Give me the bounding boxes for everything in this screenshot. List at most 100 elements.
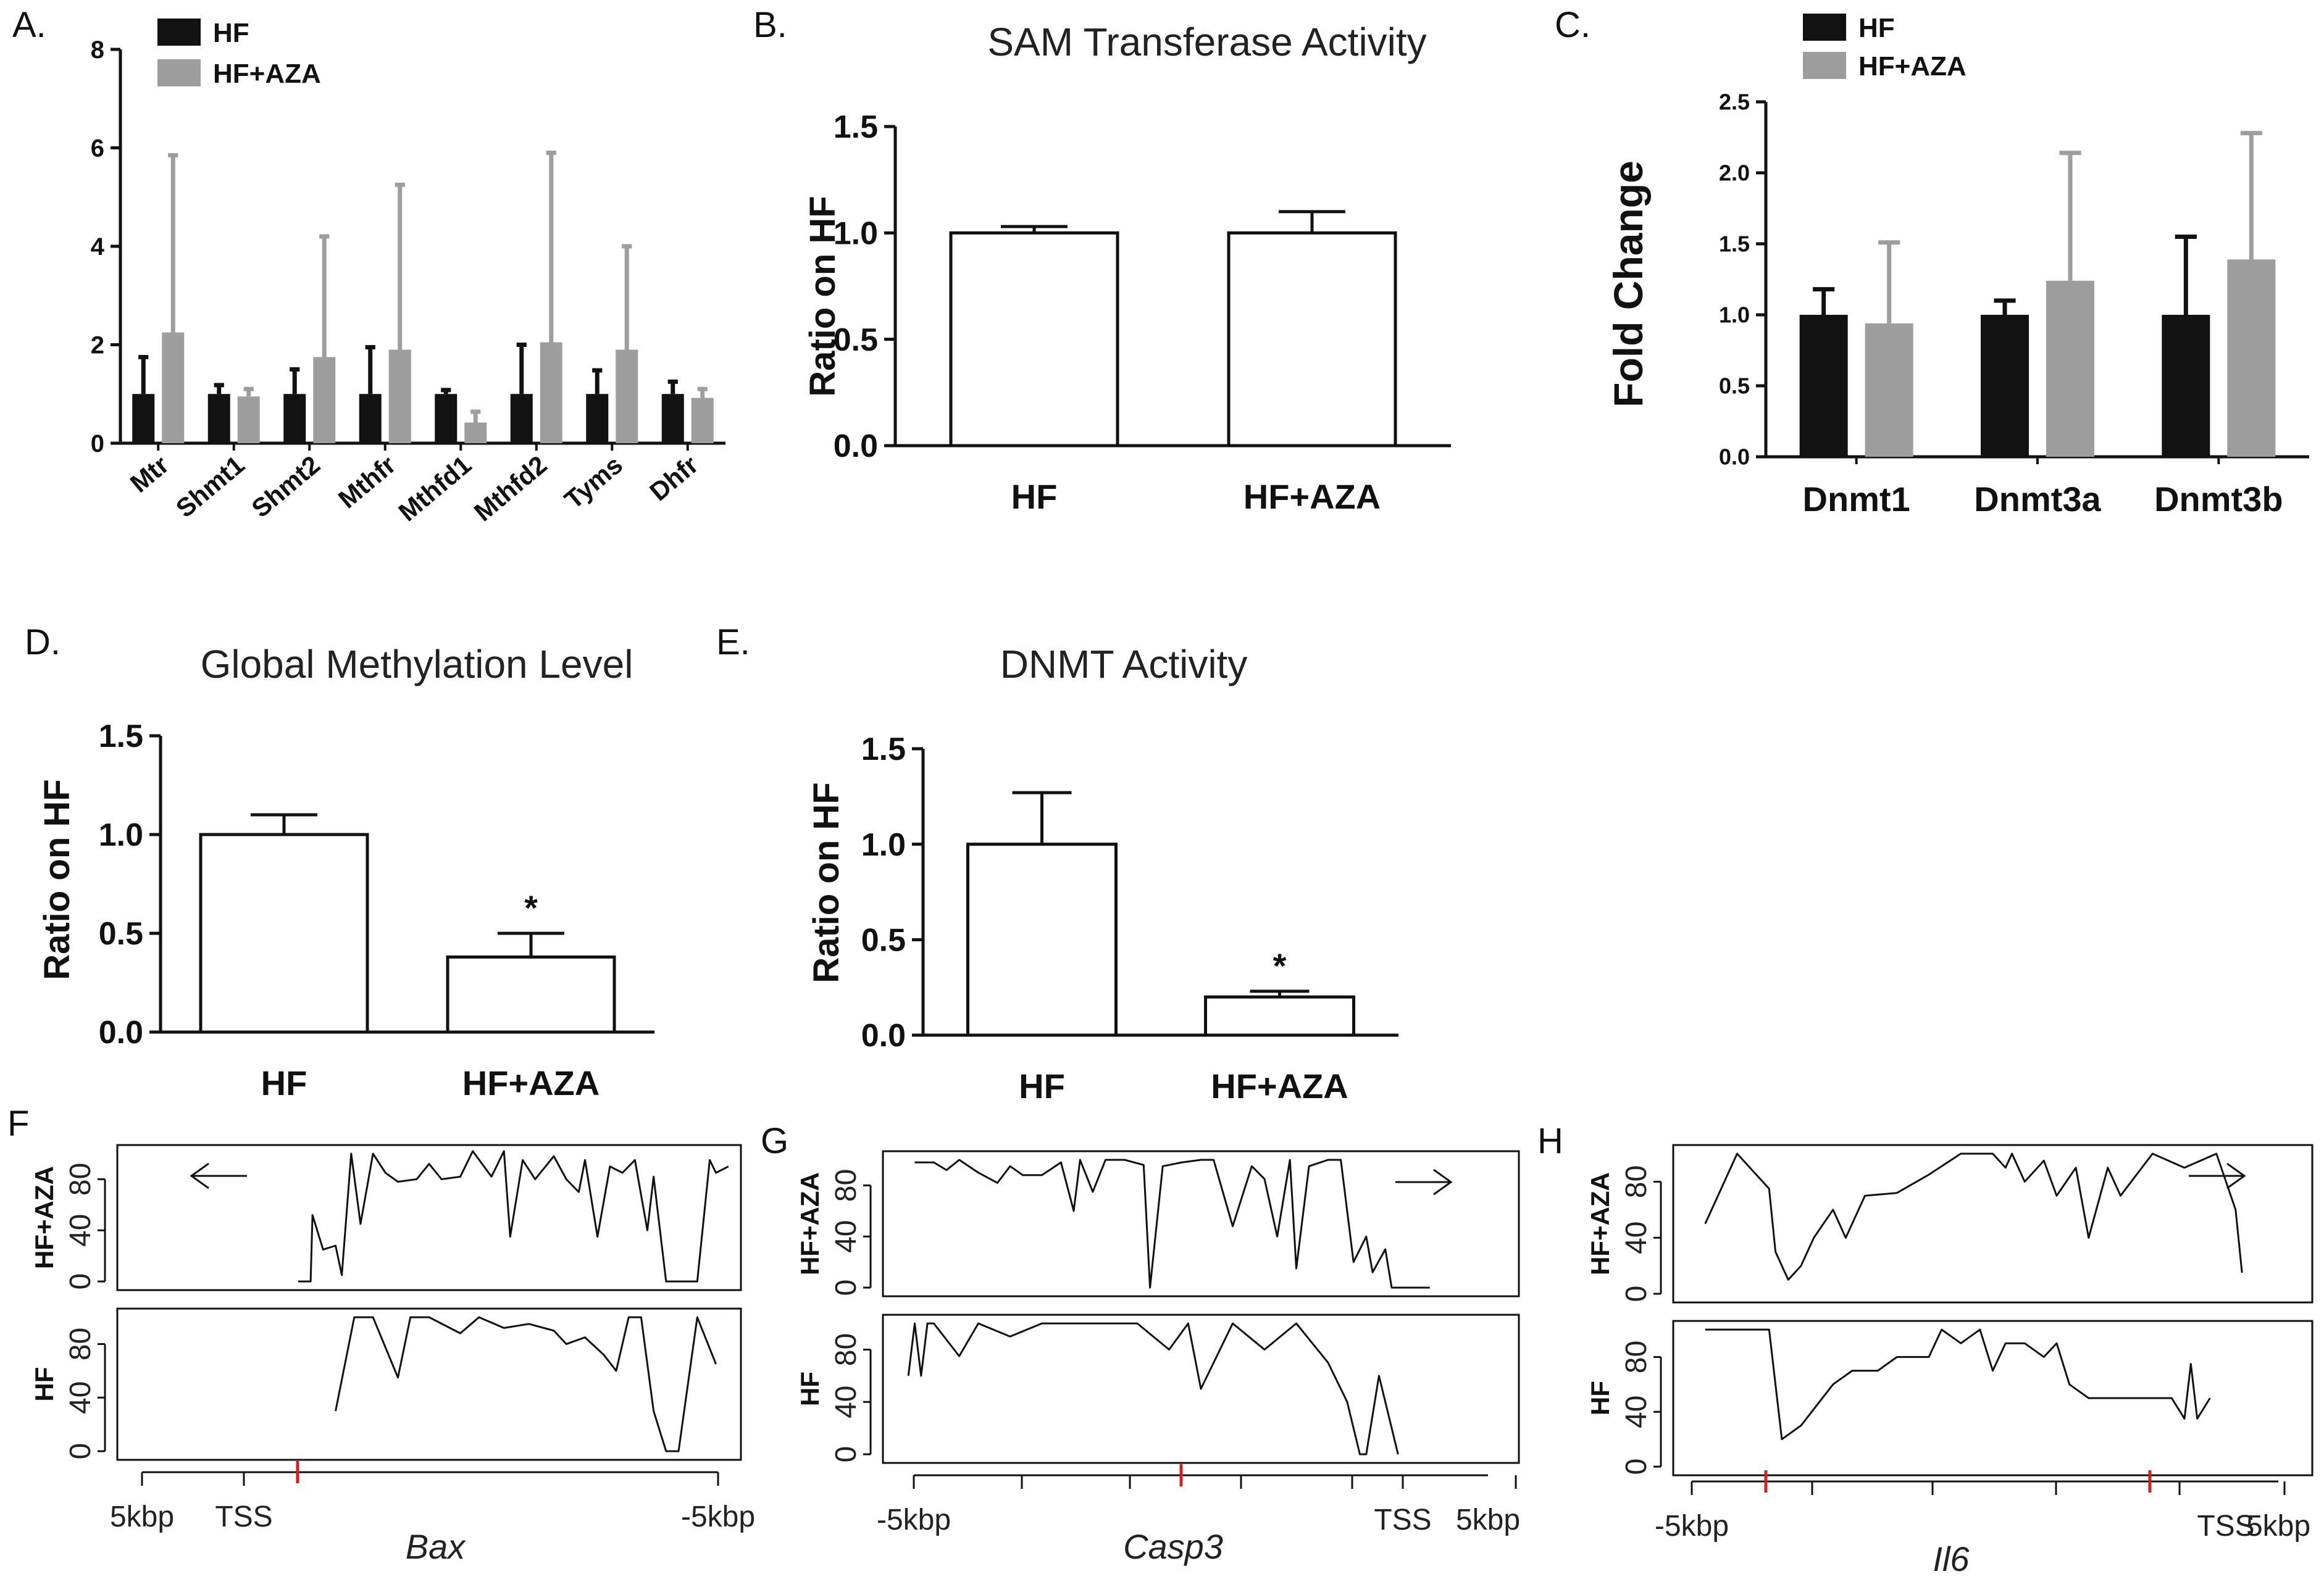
bar-hf [283, 394, 306, 443]
panel-h-track-label: HF [1586, 1381, 1615, 1415]
panel-c-y-tick-label: 1.5 [1719, 231, 1750, 257]
panel-g-methylation-line [914, 1159, 1430, 1289]
panel-h-y-tick-label: 80 [1620, 1341, 1653, 1373]
panel-c-x-label: Dnmt1 [1803, 480, 1910, 519]
bar-hf-aza [464, 422, 487, 443]
panel-a-x-label: Tyms [559, 450, 628, 515]
bar-hf [2162, 315, 2210, 457]
panel-b-y-tick-label: 0.5 [834, 322, 878, 358]
panel-f-methylation-line [298, 1150, 729, 1283]
panel-g-y-tick-label: 0 [830, 1446, 863, 1463]
panel-a-x-label: Mthfr [333, 450, 401, 514]
panel-h-gene: Il6 [1933, 1539, 1970, 1578]
panel-g-y-tick-label: 80 [830, 1169, 863, 1202]
bar-hf-aza [237, 396, 260, 443]
panel-d-plot: 0.0 0.5 1.0 1.5 HF * HF+AZA [99, 719, 654, 1102]
panel-e-letter: E. [716, 622, 750, 662]
panel-b-ylabel: Ratio on HF [803, 196, 843, 396]
panel-h-letter: H [1537, 1121, 1563, 1161]
legend-swatch-hf-aza [157, 59, 201, 86]
panel-g-y-tick-label: 80 [830, 1333, 863, 1366]
panel-a-y-tick-label: 8 [91, 36, 104, 64]
panel-c-plot: 0.0 0.5 1.0 1.5 2.0 2.5 Dnmt1 Dnmt3a Dnmt3b [1719, 90, 2309, 519]
bar-hf [207, 394, 230, 443]
panel-g-x-label: TSS [1374, 1504, 1431, 1536]
panel-b-x-label: HF+AZA [1244, 477, 1381, 516]
panel-c-letter: C. [1555, 5, 1590, 45]
panel-g-gene: Casp3 [1123, 1527, 1223, 1566]
legend-swatch-hf [1803, 14, 1846, 41]
bar-hf [132, 394, 155, 443]
panel-g-track-label: HF+AZA [795, 1172, 824, 1275]
bar-hf-aza [691, 398, 714, 443]
panel-e-y-tick-label: 0.5 [861, 923, 906, 959]
panel-c-y-tick-label: 0.0 [1719, 444, 1750, 470]
panel-d-y-tick-label: 1.0 [99, 817, 143, 853]
panel-f-x-label: TSS [215, 1501, 272, 1533]
panel-a-y-tick-label: 0 [91, 430, 104, 457]
bar-hf-aza [446, 955, 616, 1034]
panel-h-methylation-line [1705, 1328, 2211, 1441]
panel-f-track-frame [116, 1307, 742, 1461]
bar-hf-aza [1865, 323, 1913, 457]
panel-e-y-tick-label: 0.0 [861, 1018, 906, 1054]
panel-d: D. Global Methylation Level Ratio on HF … [25, 622, 654, 1102]
significance-star: * [524, 888, 538, 927]
panel-a-y-tick-label: 6 [91, 135, 104, 162]
arrow-right-icon [1433, 1168, 1453, 1196]
panel-h-x-label: 5kbp [2246, 1510, 2310, 1543]
panel-f-y-tick-label: 0 [64, 1273, 97, 1290]
bar-hf [435, 394, 458, 443]
panel-a-x-label: Mthfd2 [469, 450, 553, 527]
bar-hf-aza [2227, 259, 2276, 457]
panel-a-legend: HF HF+AZA [157, 18, 321, 89]
panel-e-x-label: HF+AZA [1211, 1067, 1348, 1106]
panel-b-plot: 0.0 0.5 1.0 1.5 HF HF+AZA [834, 109, 1451, 516]
panel-f-x-label: 5kbp [110, 1501, 174, 1533]
panel-g-x-label: 5kbp [1456, 1504, 1520, 1536]
panel-h-y-tick-label: 0 [1620, 1459, 1653, 1475]
panel-d-ylabel: Ratio on HF [37, 779, 77, 980]
panel-h-y-tick-label: 0 [1620, 1286, 1653, 1302]
panel-h-methylation-line [1704, 1152, 2243, 1281]
panel-f-x-label: -5kbp [681, 1501, 755, 1533]
panel-a-y-tick-label: 2 [91, 332, 104, 359]
bar-hf [359, 394, 382, 443]
panel-a-x-label: Shmt1 [170, 450, 250, 523]
bar-hf [1981, 315, 2029, 457]
panel-a-x-label: Dhfr [644, 450, 703, 506]
panel-f-track-frame [116, 1144, 742, 1291]
panel-g-y-tick-label: 40 [830, 1386, 863, 1418]
panel-h-track-label: HF+AZA [1586, 1172, 1615, 1275]
panel-d-y-tick-label: 0.0 [99, 1015, 143, 1051]
bar-hf [661, 394, 684, 443]
panel-d-x-label: HF [261, 1064, 307, 1102]
panel-f-y-tick-label: 0 [64, 1443, 97, 1460]
panel-h-x-label: -5kbp [1655, 1510, 1729, 1543]
panel-c-x-label: Dnmt3a [1974, 480, 2101, 519]
panel-c-ylabel: Fold Change [1605, 160, 1651, 407]
legend-label-hf-aza: HF+AZA [1858, 51, 1967, 81]
panel-d-y-tick-label: 1.5 [99, 719, 143, 754]
panel-f-track-label: HF+AZA [30, 1166, 59, 1269]
bar-hf-aza [1204, 995, 1355, 1037]
bar-hf [966, 843, 1118, 1037]
bar-hf-aza [540, 342, 562, 443]
bar-hf-aza [162, 332, 185, 443]
bar-hf-aza [1227, 231, 1397, 448]
panel-b-y-tick-label: 1.0 [834, 216, 878, 252]
panel-f-methylation-line [335, 1316, 717, 1452]
panel-h-y-tick-label: 40 [1620, 1396, 1653, 1428]
panel-g-track-label: HF [795, 1372, 824, 1406]
panel-f-y-tick-label: 40 [64, 1381, 97, 1414]
arrow-right-icon [2226, 1162, 2246, 1189]
panel-c-y-tick-label: 1.0 [1719, 302, 1750, 328]
legend-swatch-hf [157, 19, 201, 46]
